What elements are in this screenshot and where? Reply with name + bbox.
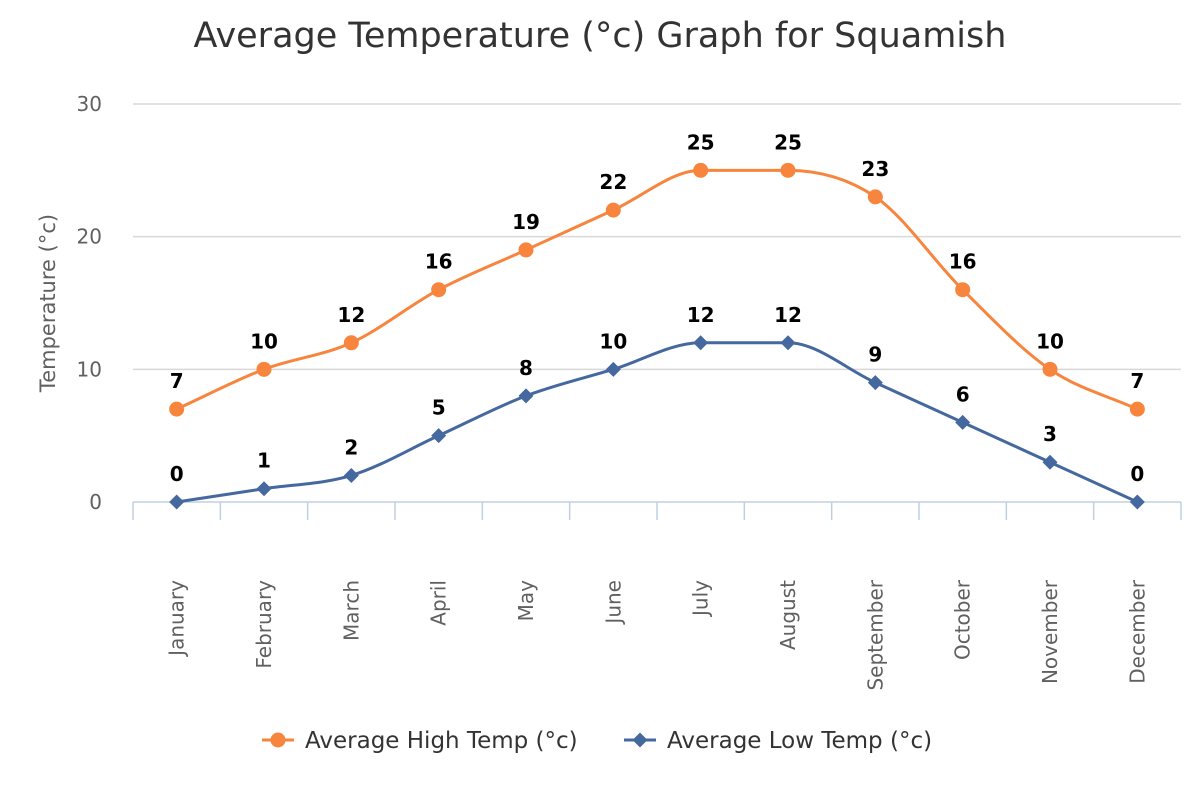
data-label-high: 10 xyxy=(250,329,278,353)
data-label-low: 8 xyxy=(519,356,533,380)
data-point-low[interactable] xyxy=(1042,454,1058,470)
data-point-low[interactable] xyxy=(256,481,272,497)
data-label-high: 16 xyxy=(425,250,453,274)
data-label-high: 25 xyxy=(687,130,715,154)
data-label-high: 10 xyxy=(1036,329,1064,353)
data-label-low: 2 xyxy=(344,435,358,459)
data-label-low: 10 xyxy=(599,329,627,353)
data-point-low[interactable] xyxy=(343,467,359,483)
y-tick-label: 0 xyxy=(89,490,102,514)
data-point-low[interactable] xyxy=(605,361,621,377)
legend-item-low[interactable]: Average Low Temp (°c) xyxy=(624,728,932,754)
data-point-high[interactable] xyxy=(431,282,447,298)
data-label-high: 7 xyxy=(170,369,184,393)
x-tick-label: February xyxy=(252,580,276,669)
x-tick-label: June xyxy=(601,580,625,626)
data-point-low[interactable] xyxy=(518,388,534,404)
data-point-low[interactable] xyxy=(431,428,447,444)
legend-label-high: Average High Temp (°c) xyxy=(305,728,578,754)
x-tick-label: March xyxy=(339,580,363,641)
data-label-low: 0 xyxy=(1130,462,1144,486)
data-point-high[interactable] xyxy=(343,335,359,351)
data-label-high: 7 xyxy=(1130,369,1144,393)
data-point-low[interactable] xyxy=(1129,494,1145,510)
x-tick-label: May xyxy=(514,580,538,622)
x-tick-label: July xyxy=(689,580,713,618)
x-tick-label: December xyxy=(1125,579,1149,683)
series-low xyxy=(169,335,1145,510)
data-point-high[interactable] xyxy=(1129,401,1145,417)
y-tick-label: 10 xyxy=(77,357,102,381)
series-line-low xyxy=(175,341,1139,504)
data-label-low: 12 xyxy=(687,303,715,327)
data-label-high: 22 xyxy=(599,170,627,194)
series-line-high xyxy=(175,168,1139,411)
data-point-high[interactable] xyxy=(867,189,883,205)
y-tick-label: 30 xyxy=(77,92,102,116)
data-point-low[interactable] xyxy=(693,335,709,351)
data-label-high: 25 xyxy=(774,130,802,154)
data-point-high[interactable] xyxy=(518,242,534,258)
data-label-high: 16 xyxy=(949,250,977,274)
data-point-high[interactable] xyxy=(780,162,796,178)
legend-marker-low[interactable] xyxy=(632,732,648,748)
x-tick-label: October xyxy=(951,579,975,660)
x-tick-label: September xyxy=(863,579,887,690)
data-point-high[interactable] xyxy=(1042,361,1058,377)
legend-label-low: Average Low Temp (°c) xyxy=(667,728,932,754)
data-point-high[interactable] xyxy=(955,282,971,298)
x-tick-label: November xyxy=(1038,579,1062,684)
data-point-high[interactable] xyxy=(169,401,185,417)
data-point-high[interactable] xyxy=(256,361,272,377)
data-point-high[interactable] xyxy=(605,202,621,218)
data-label-low: 6 xyxy=(956,382,970,406)
data-point-low[interactable] xyxy=(955,414,971,430)
data-label-high: 19 xyxy=(512,210,540,234)
series-high xyxy=(169,162,1145,417)
y-tick-label: 20 xyxy=(77,225,102,249)
data-point-low[interactable] xyxy=(780,335,796,351)
y-axis-label: Temperature (°c) xyxy=(36,214,60,393)
data-label-low: 12 xyxy=(774,303,802,327)
data-point-high[interactable] xyxy=(693,162,709,178)
data-label-high: 12 xyxy=(337,303,365,327)
data-label-low: 9 xyxy=(868,343,882,367)
x-tick-label: August xyxy=(776,580,800,650)
x-axis: January February March April May June July Augu… xyxy=(132,501,1182,691)
series-layer xyxy=(169,162,1145,510)
data-point-low[interactable] xyxy=(867,375,883,391)
legend-item-high[interactable]: Average High Temp (°c) xyxy=(262,728,578,754)
data-label-low: 0 xyxy=(170,462,184,486)
data-label-high: 23 xyxy=(861,157,889,181)
data-label-low: 3 xyxy=(1043,422,1057,446)
legend-marker-high[interactable] xyxy=(270,732,286,748)
x-tick-label: January xyxy=(165,580,189,658)
chart-title: Average Temperature (°c) Graph for Squam… xyxy=(194,16,1007,56)
data-label-low: 5 xyxy=(432,396,446,420)
legend[interactable]: Average High Temp (°c) Average Low Temp (… xyxy=(262,728,932,754)
data-label-low: 1 xyxy=(257,449,271,473)
x-tick-label: April xyxy=(427,580,451,626)
data-point-low[interactable] xyxy=(169,494,185,510)
